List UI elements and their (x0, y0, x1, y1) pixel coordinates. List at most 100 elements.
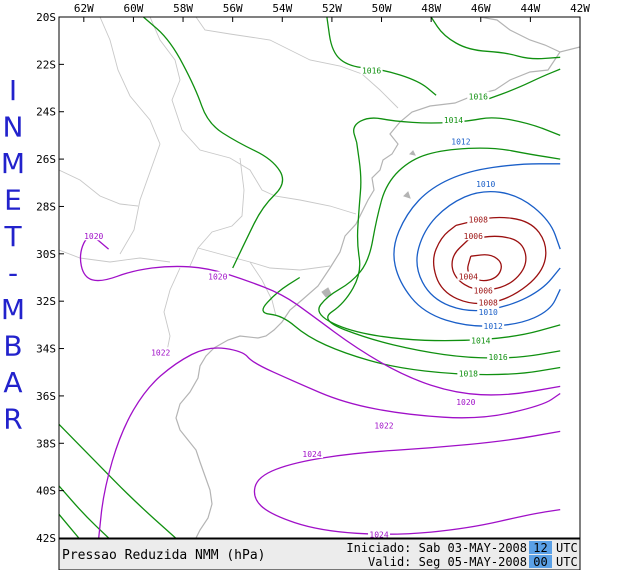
lon-tick-label: 48W (421, 2, 441, 15)
isobar-layer (59, 17, 561, 538)
side-title-char: I (9, 74, 17, 107)
isobar-line (416, 190, 561, 312)
side-title-char: E (4, 184, 22, 217)
map-border (58, 16, 581, 539)
footer-init-hour: 12 (533, 541, 547, 555)
contour-label-bg (454, 397, 477, 407)
footer-bar: Pressao Reduzida NMM (hPa) Iniciado: Sab… (58, 538, 581, 571)
coastline-layer (59, 17, 580, 538)
footer-title: Pressao Reduzida NMM (hPa) (62, 548, 266, 563)
lon-tick-label: 44W (520, 2, 540, 15)
footer-valid-hour: 00 (533, 555, 547, 569)
lon-tick-label: 58W (173, 2, 193, 15)
contour-label: 1016 (362, 66, 381, 75)
footer-init-utc: UTC (556, 541, 578, 555)
coastline-uruguay-argentina (175, 335, 259, 538)
side-title-char: A (3, 366, 22, 399)
contour-label: 1022 (151, 348, 170, 357)
footer-init-prefix: Iniciado: Sab 03-MAY-2008 (346, 541, 527, 555)
lat-tick-label: 24S (36, 106, 56, 119)
contour-label-bg (82, 231, 105, 241)
contour-label: 1010 (476, 180, 495, 189)
side-title-char: T (3, 220, 22, 253)
contour-label-bg (442, 115, 465, 125)
side-title-char: - (8, 257, 18, 290)
lat-tick-label: 40S (36, 485, 56, 498)
side-title-char: N (3, 111, 24, 144)
contour-label: 1020 (84, 232, 103, 241)
isobar-line (353, 117, 561, 143)
contour-label-bg (482, 321, 505, 331)
isobar-line (253, 430, 561, 535)
contour-label-bg (360, 65, 383, 75)
isobar-line (485, 68, 561, 101)
contour-label: 1008 (479, 299, 498, 308)
contour-label-bg (368, 529, 391, 539)
isobar-line (318, 147, 561, 342)
lon-tick-label: 60W (123, 2, 143, 15)
lat-tick-label: 32S (36, 295, 56, 308)
contour-label-bg (457, 271, 480, 281)
contour-label-bg (373, 420, 396, 430)
lat-tick-label: 42S (36, 532, 56, 545)
footer-background (58, 538, 581, 571)
side-title-char: R (3, 403, 22, 436)
isobar-line (98, 347, 561, 538)
contour-label-bg (477, 307, 500, 317)
lon-tick-label: 50W (372, 2, 392, 15)
contour-label: 1004 (459, 273, 478, 282)
lat-tick-label: 26S (36, 153, 56, 166)
valid-hour-box (529, 555, 552, 568)
contour-label: 1018 (459, 370, 478, 379)
lat-tick-label: 34S (36, 343, 56, 356)
lon-tick-label: 62W (74, 2, 94, 15)
lon-tick-label: 56W (223, 2, 243, 15)
lat-tick-label: 28S (36, 200, 56, 213)
lat-tick-label: 30S (36, 248, 56, 261)
lat-tick-label: 36S (36, 390, 56, 403)
contour-label-bg (469, 335, 492, 345)
side-title-char: M (1, 147, 25, 180)
contour-label: 1008 (469, 216, 488, 225)
contour-label-bg (467, 214, 490, 224)
isobar-line (59, 423, 177, 538)
contour-label-bg (206, 271, 229, 281)
lat-tick-label: 22S (36, 58, 56, 71)
contour-label-bg (474, 179, 497, 189)
lat-tick-label: 38S (36, 437, 56, 450)
contour-label: 1024 (369, 531, 388, 540)
side-title-char: M (1, 293, 25, 326)
contour-label: 1014 (471, 336, 490, 345)
isobar-line (432, 216, 547, 305)
contour-label-bg (472, 285, 495, 295)
side-title-char: B (3, 330, 22, 363)
footer-valid-utc: UTC (556, 555, 578, 569)
lat-tick-label: 20S (36, 11, 56, 24)
isobar-line (451, 235, 527, 291)
isobar-line (142, 17, 284, 269)
border-lines (59, 17, 399, 357)
contour-label: 1022 (374, 422, 393, 431)
contour-label: 1016 (469, 93, 488, 102)
contour-label: 1020 (456, 398, 475, 407)
latitude-ticks: 20S 22S 24S 26S 28S 30S 32S 34S 36S 38S 40S 42S (36, 11, 64, 545)
contour-label-bg (149, 347, 172, 357)
contour-label: 1016 (488, 353, 507, 362)
contour-label-bg (477, 297, 500, 307)
contour-label: 1006 (464, 232, 483, 241)
map-frame: 1016101610141012101010081006100410061008… (36, 2, 590, 545)
longitude-ticks: 62W 60W 58W 56W 54W 52W 50W 48W 46W 44W 42W (74, 2, 590, 22)
lon-tick-label: 54W (272, 2, 292, 15)
contour-label: 1010 (479, 308, 498, 317)
contour-label-bg (462, 231, 485, 241)
contour-label: 1006 (474, 287, 493, 296)
footer-valid-prefix: Valid: Seg 05-MAY-2008 (368, 555, 527, 569)
isobar-line (327, 142, 561, 359)
isobar-line (59, 485, 110, 538)
contour-label-bg (301, 449, 324, 459)
contour-label: 1012 (484, 322, 503, 331)
init-hour-box (529, 541, 552, 554)
